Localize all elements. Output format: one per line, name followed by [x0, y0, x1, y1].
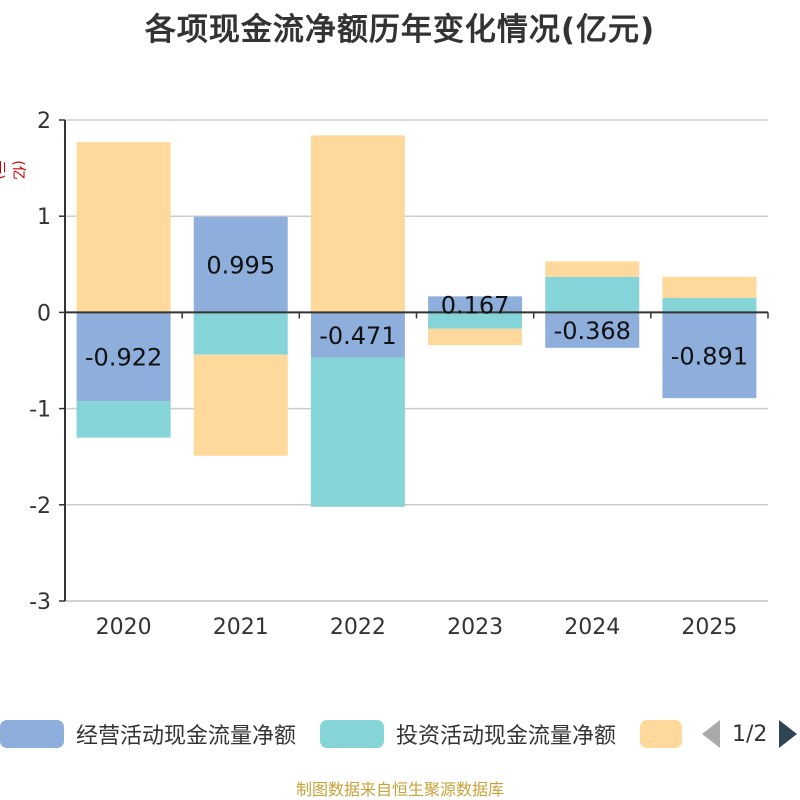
data-label-2021: 0.995 — [206, 252, 275, 280]
bar-2020-series-2 — [76, 142, 171, 313]
data-label-2020: -0.922 — [85, 344, 162, 372]
x-tick-label-2023: 2023 — [447, 615, 503, 640]
legend-page-indicator: 1/2 — [732, 721, 768, 747]
bar-2024-series-2 — [545, 261, 640, 277]
y-tick-label: -2 — [29, 494, 51, 519]
chart-title: 各项现金流净额历年变化情况(亿元) — [144, 12, 656, 48]
legend-item-investing[interactable]: 投资活动现金流量净额 — [320, 716, 616, 752]
bar-2020-series-0 — [76, 312, 171, 402]
bar-2023-series-1 — [428, 312, 523, 329]
bar-2022-series-1 — [310, 357, 405, 507]
x-tick-label-2020: 2020 — [96, 615, 152, 640]
data-label-2025: -0.891 — [671, 342, 748, 370]
y-tick-label: -1 — [29, 398, 51, 423]
bar-2024-series-0 — [545, 312, 640, 348]
legend: 经营活动现金流量净额 投资活动现金流量净额 1/2 — [0, 716, 800, 756]
y-tick-label: 0 — [37, 301, 51, 326]
legend-pager: 1/2 — [702, 716, 798, 752]
legend-next-page-icon[interactable] — [779, 720, 798, 748]
bar-2025-series-0 — [662, 312, 757, 399]
bar-2024-series-1 — [545, 276, 640, 313]
legend-item-operating[interactable]: 经营活动现金流量净额 — [0, 716, 296, 752]
bar-2020-series-1 — [76, 401, 171, 438]
legend-label-operating: 经营活动现金流量净额 — [76, 724, 297, 749]
y-tick-label: -3 — [29, 590, 51, 615]
y-tick-label: 2 — [37, 109, 51, 134]
legend-swatch-investing — [320, 720, 384, 748]
bar-2023-series-0 — [428, 296, 523, 313]
legend-item-financing[interactable] — [640, 716, 682, 752]
x-tick-label-2022: 2022 — [330, 615, 386, 640]
bar-2022-series-2 — [310, 135, 405, 313]
legend-label-investing: 投资活动现金流量净额 — [396, 724, 617, 749]
data-label-2022: -0.471 — [319, 322, 396, 350]
data-label-2023: 0.167 — [441, 291, 510, 319]
data-label-2024: -0.368 — [554, 317, 631, 345]
bar-2023-series-2 — [428, 328, 523, 346]
bar-2025-series-2 — [662, 276, 757, 298]
bar-2021-series-2 — [193, 354, 288, 456]
bar-2021-series-1 — [193, 312, 288, 355]
bar-2022-series-0 — [310, 312, 405, 358]
chart-plot: -3 -2 -1 0 1 2 2020 2021 2022 2023 2024 2025 -0.922 0… — [29, 109, 769, 640]
x-tick-label-2021: 2021 — [213, 615, 269, 640]
footer-source: 制图数据来自恒生聚源数据库 — [295, 780, 504, 799]
legend-swatch-operating — [0, 720, 64, 748]
legend-prev-page-icon[interactable] — [702, 720, 720, 748]
bar-2021-series-0 — [193, 216, 288, 313]
legend-swatch-financing — [640, 720, 682, 748]
bar-2025-series-1 — [662, 297, 757, 313]
x-tick-label-2025: 2025 — [681, 615, 737, 640]
x-tick-label-2024: 2024 — [564, 615, 620, 640]
y-tick-label: 1 — [37, 205, 51, 230]
